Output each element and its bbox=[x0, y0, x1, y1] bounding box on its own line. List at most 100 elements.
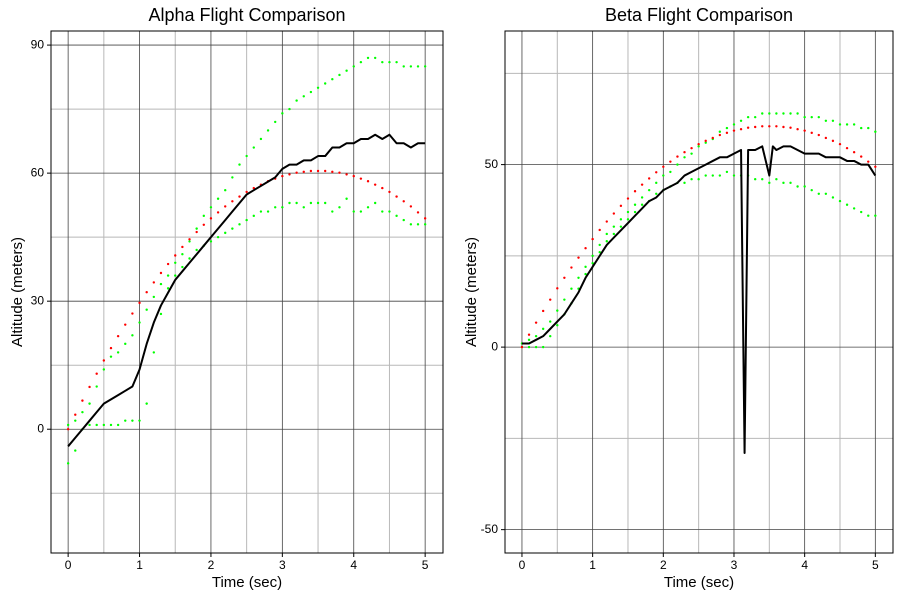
data-point bbox=[381, 210, 384, 213]
data-point bbox=[683, 156, 686, 159]
data-point bbox=[570, 287, 573, 290]
data-point bbox=[174, 274, 177, 277]
data-point bbox=[166, 262, 170, 266]
data-point bbox=[852, 150, 856, 154]
data-point bbox=[768, 181, 771, 185]
data-point bbox=[647, 177, 651, 180]
data-point bbox=[259, 137, 263, 141]
data-point bbox=[690, 146, 693, 150]
data-point bbox=[238, 163, 241, 166]
data-point bbox=[74, 449, 77, 452]
data-point bbox=[202, 223, 206, 226]
data-point bbox=[598, 251, 601, 254]
data-point bbox=[633, 203, 637, 206]
data-point bbox=[159, 312, 163, 316]
y-tick-label: 0 bbox=[491, 339, 498, 353]
data-point bbox=[88, 402, 91, 405]
data-line bbox=[521, 145, 877, 454]
data-point bbox=[817, 133, 820, 137]
data-point bbox=[145, 402, 148, 405]
x-axis-title: Time (sec) bbox=[212, 574, 282, 591]
data-point bbox=[612, 232, 616, 236]
data-point bbox=[409, 205, 413, 208]
data-point bbox=[704, 174, 707, 177]
data-point bbox=[81, 399, 84, 402]
data-point bbox=[366, 206, 370, 209]
data-point bbox=[697, 142, 700, 146]
data-point bbox=[683, 150, 686, 154]
data-point bbox=[541, 327, 545, 331]
data-point bbox=[281, 206, 284, 209]
data-point bbox=[676, 163, 679, 166]
data-point bbox=[718, 174, 722, 177]
x-tick-label: 1 bbox=[136, 558, 143, 572]
data-point bbox=[266, 210, 270, 213]
data-point bbox=[655, 171, 658, 174]
data-point bbox=[789, 181, 792, 185]
data-point bbox=[416, 223, 420, 226]
data-point bbox=[316, 201, 320, 205]
data-point bbox=[746, 126, 750, 129]
data-point bbox=[549, 334, 552, 338]
data-point bbox=[288, 201, 291, 205]
data-point bbox=[867, 160, 870, 163]
data-point bbox=[810, 115, 813, 119]
data-point bbox=[181, 253, 184, 256]
data-point bbox=[824, 119, 828, 122]
data-point bbox=[95, 385, 98, 388]
data-point bbox=[338, 73, 341, 77]
y-tick-label: -50 bbox=[481, 522, 499, 536]
data-point bbox=[570, 266, 573, 269]
data-point bbox=[416, 65, 420, 68]
y-axis-title: Altitude (meters) bbox=[9, 237, 26, 347]
data-point bbox=[626, 218, 630, 221]
data-point bbox=[331, 170, 334, 174]
data-point bbox=[775, 112, 778, 115]
data-point bbox=[690, 178, 693, 181]
chart-title: Beta Flight Comparison bbox=[605, 5, 793, 25]
data-point bbox=[402, 65, 405, 68]
data-point bbox=[782, 181, 785, 185]
data-point bbox=[81, 410, 84, 414]
data-point bbox=[789, 112, 792, 115]
data-point bbox=[711, 174, 714, 177]
data-point bbox=[302, 206, 305, 209]
data-point bbox=[281, 112, 284, 115]
data-point bbox=[817, 115, 820, 119]
data-point bbox=[655, 192, 658, 196]
data-point bbox=[803, 129, 806, 132]
data-point bbox=[725, 170, 729, 174]
data-point bbox=[216, 211, 220, 214]
data-point bbox=[124, 419, 127, 422]
data-point bbox=[295, 201, 298, 205]
x-tick-label: 1 bbox=[589, 558, 596, 572]
data-point bbox=[584, 246, 587, 250]
data-point bbox=[817, 192, 820, 196]
data-point bbox=[216, 235, 220, 239]
data-point bbox=[245, 154, 248, 158]
x-tick-label: 2 bbox=[208, 558, 215, 572]
data-point bbox=[66, 423, 70, 427]
data-point bbox=[159, 282, 163, 286]
data-point bbox=[395, 214, 398, 218]
data-point bbox=[209, 240, 213, 243]
data-point bbox=[352, 174, 355, 178]
data-point bbox=[88, 423, 91, 427]
data-point bbox=[619, 225, 623, 228]
data-point bbox=[725, 131, 729, 135]
data-point bbox=[274, 120, 277, 124]
data-point bbox=[796, 127, 799, 131]
data-point bbox=[711, 136, 714, 140]
data-point bbox=[859, 126, 863, 130]
data-point bbox=[116, 334, 120, 338]
data-point bbox=[619, 218, 623, 221]
data-point bbox=[373, 183, 377, 186]
data-point bbox=[252, 146, 255, 149]
data-point bbox=[302, 95, 305, 98]
data-point bbox=[373, 56, 377, 60]
data-point bbox=[224, 205, 227, 208]
data-point bbox=[109, 355, 113, 358]
data-point bbox=[366, 180, 370, 183]
data-point bbox=[676, 155, 679, 158]
